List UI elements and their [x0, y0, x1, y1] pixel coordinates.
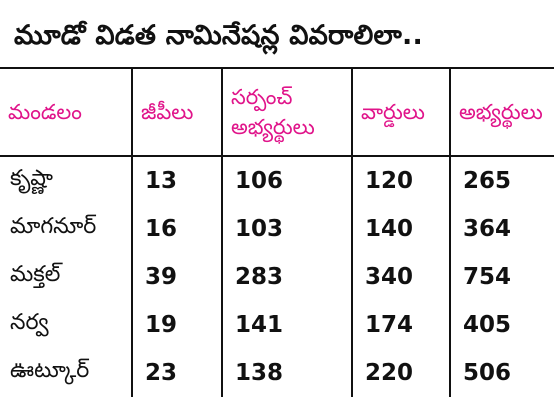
- cell-wards: 120: [352, 156, 451, 205]
- cell-wards: 340: [352, 253, 451, 301]
- cell-candidates: 405: [463, 312, 512, 338]
- cell-mandal: మాగనూర్: [0, 205, 133, 253]
- cell-gp: 23: [132, 349, 223, 397]
- cell-candidates: 506: [463, 360, 512, 386]
- cell-mandal: కృష్ణా: [0, 156, 133, 205]
- nominations-table: మండలం జీపీలు సర్పంచ్ అభ్యర్థులు వార్డులు…: [0, 69, 554, 397]
- cell-gp: 16: [132, 205, 223, 253]
- table-row: మక్తల్ 39 283 340 754: [0, 253, 554, 301]
- cell-candidates: 265: [463, 168, 512, 194]
- top-divider: [0, 67, 554, 69]
- cell-gp: 39: [132, 253, 223, 301]
- cell-mandal: మక్తల్: [0, 253, 133, 301]
- cell-candidates: 754: [463, 264, 512, 290]
- cell-sarpanch: 141: [222, 301, 353, 349]
- header-wards: వార్డులు: [352, 69, 451, 157]
- cell-candidates: 364: [463, 216, 512, 242]
- cell-sarpanch: 138: [222, 349, 353, 397]
- cell-mandal: నర్వ: [0, 301, 133, 349]
- cell-gp: 13: [132, 156, 223, 205]
- cell-mandal: ఊట్కూర్: [0, 349, 133, 397]
- header-gp: జీపీలు: [132, 69, 223, 157]
- cell-gp: 19: [132, 301, 223, 349]
- table-row: మాగనూర్ 16 103 140 364: [0, 205, 554, 253]
- page-title: మూడో విడత నామినేషన్ల వివరాలిలా..: [14, 20, 423, 51]
- table-row: ఊట్కూర్ 23 138 220 506: [0, 349, 554, 397]
- table-row: కృష్ణా 13 106 120 265: [0, 156, 554, 205]
- cell-wards: 220: [352, 349, 451, 397]
- header-mandal: మండలం: [0, 69, 133, 157]
- cell-sarpanch: 283: [222, 253, 353, 301]
- table-header: మండలం జీపీలు సర్పంచ్ అభ్యర్థులు వార్డులు…: [0, 69, 554, 157]
- header-candidates: అభ్యర్థులు: [450, 69, 554, 157]
- header-sarpanch: సర్పంచ్ అభ్యర్థులు: [222, 69, 353, 157]
- cell-wards: 140: [352, 205, 451, 253]
- cell-wards: 174: [352, 301, 451, 349]
- cell-sarpanch: 106: [222, 156, 353, 205]
- table-body: కృష్ణా 13 106 120 265 మాగనూర్ 16 103 140…: [0, 156, 554, 397]
- table-row: నర్వ 19 141 174 405: [0, 301, 554, 349]
- header-row: మండలం జీపీలు సర్పంచ్ అభ్యర్థులు వార్డులు…: [0, 69, 554, 157]
- cell-sarpanch: 103: [222, 205, 353, 253]
